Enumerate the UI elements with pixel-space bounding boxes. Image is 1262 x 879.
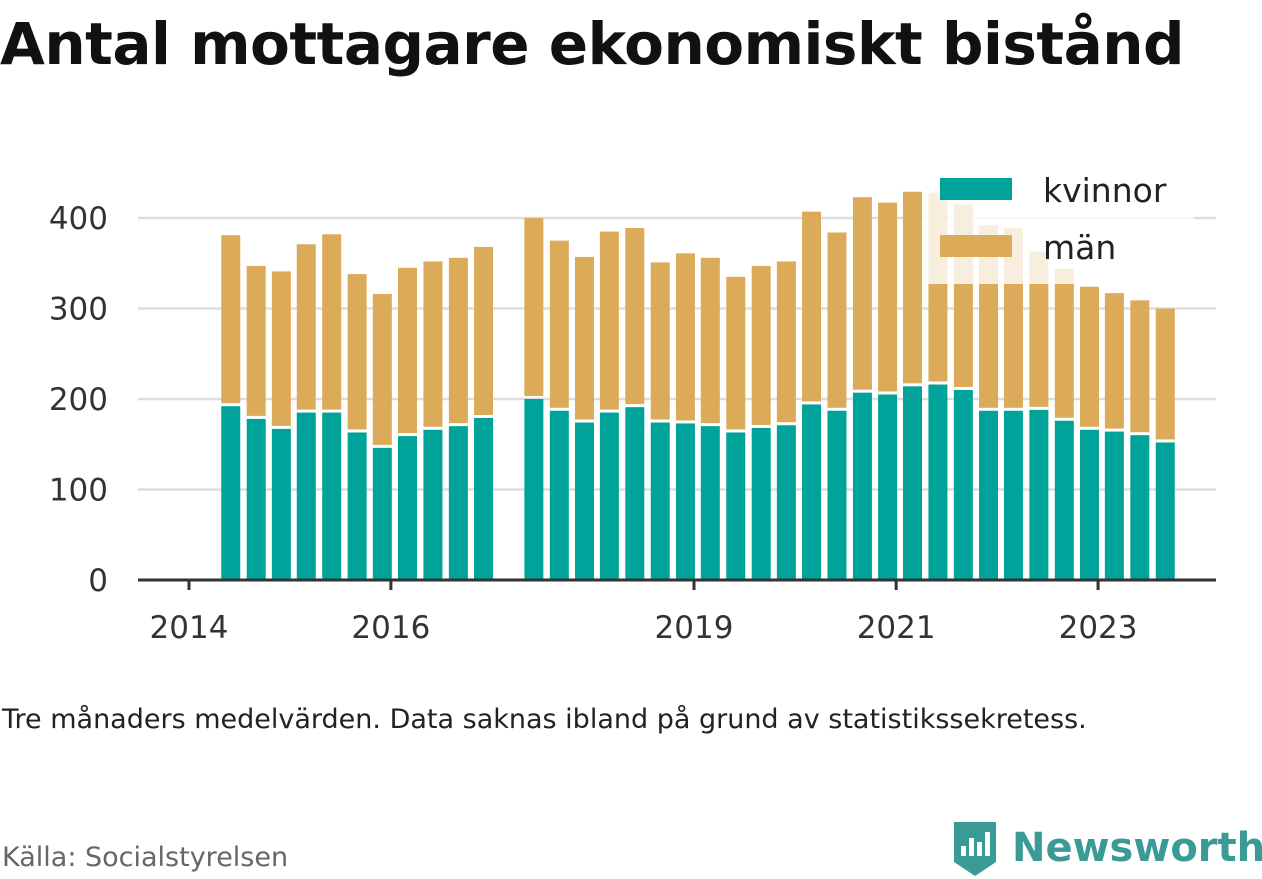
- legend-swatch-man: [940, 235, 1012, 257]
- bar-man: [347, 274, 367, 430]
- bar-man: [751, 265, 771, 425]
- bar-kvinnor: [878, 394, 898, 580]
- bar-man: [675, 253, 695, 421]
- bar-man: [271, 271, 291, 426]
- chart-caption: Tre månaders medelvärden. Data saknas ib…: [2, 704, 1087, 735]
- brand-name: Newsworthy: [1012, 825, 1262, 871]
- bar-kvinnor: [524, 399, 544, 580]
- bar-kvinnor: [827, 410, 847, 580]
- bar-kvinnor: [271, 428, 291, 580]
- bar-man: [878, 202, 898, 392]
- bar-kvinnor: [675, 423, 695, 580]
- x-axis: [138, 578, 1216, 590]
- bar-man: [852, 197, 872, 390]
- bar-man: [776, 261, 796, 423]
- source-label: Källa: Socialstyrelsen: [2, 842, 289, 873]
- bar-kvinnor: [979, 410, 999, 580]
- bar-man: [372, 294, 392, 445]
- bar-man: [700, 257, 720, 424]
- bar-man: [423, 261, 443, 427]
- bar-man: [1079, 286, 1099, 427]
- bar-kvinnor: [474, 418, 494, 580]
- bar-kvinnor: [953, 389, 973, 580]
- bar-kvinnor: [1155, 442, 1175, 580]
- x-tick-label: 2014: [150, 610, 229, 646]
- bar-man: [726, 276, 746, 430]
- bar-kvinnor: [1054, 420, 1074, 580]
- bar-kvinnor: [574, 422, 594, 580]
- bar-kvinnor: [1029, 409, 1049, 580]
- bar-man: [221, 235, 241, 404]
- bars: [221, 191, 1175, 580]
- bar-kvinnor: [902, 386, 922, 580]
- chart-title: Antal mottagare ekonomiskt bistånd: [0, 10, 1185, 78]
- y-tick-label: 100: [49, 473, 108, 509]
- bar-kvinnor: [397, 436, 417, 580]
- bar-kvinnor: [928, 384, 948, 580]
- bar-man: [1155, 308, 1175, 440]
- bar-kvinnor: [448, 426, 468, 580]
- y-tick-labels: 0 100 200 300 400: [49, 201, 108, 599]
- bar-kvinnor: [802, 404, 822, 580]
- bar-kvinnor: [1130, 435, 1150, 580]
- bar-man: [574, 256, 594, 420]
- x-tick-labels: 2014 2016 2019 2021 2023: [150, 610, 1138, 646]
- x-tick-label: 2023: [1059, 610, 1138, 646]
- bar-kvinnor: [776, 425, 796, 580]
- bar-kvinnor: [322, 412, 342, 580]
- bar-man: [246, 265, 266, 416]
- bar-man: [397, 267, 417, 434]
- bar-man: [625, 227, 645, 405]
- legend-label: kvinnor: [1043, 171, 1167, 210]
- bar-man: [650, 262, 670, 420]
- bar-kvinnor: [726, 432, 746, 580]
- bar-kvinnor: [625, 407, 645, 580]
- x-tick-label: 2021: [857, 610, 936, 646]
- newsworthy-bar-chart-icon: [954, 822, 996, 876]
- bar-kvinnor: [221, 406, 241, 580]
- bar-man: [1104, 293, 1124, 429]
- bar-man: [599, 231, 619, 410]
- legend-swatch-kvinnor: [940, 178, 1012, 200]
- bar-kvinnor: [423, 429, 443, 580]
- legend: kvinnor män: [922, 160, 1194, 284]
- bar-man: [296, 244, 316, 410]
- bar-man: [1029, 251, 1049, 407]
- bar-man: [448, 257, 468, 424]
- y-tick-label: 400: [49, 201, 108, 237]
- bar-kvinnor: [1003, 410, 1023, 580]
- newsworthy-logo[interactable]: Newsworthy: [950, 818, 1262, 878]
- bar-man: [802, 211, 822, 402]
- bar-man: [827, 232, 847, 408]
- bar-kvinnor: [1079, 429, 1099, 580]
- bar-man: [322, 234, 342, 410]
- legend-label: män: [1043, 228, 1116, 267]
- bar-kvinnor: [1104, 431, 1124, 580]
- bar-man: [1054, 268, 1074, 418]
- bar-kvinnor: [599, 412, 619, 580]
- x-tick-label: 2019: [655, 610, 734, 646]
- y-tick-label: 0: [88, 563, 108, 599]
- bar-kvinnor: [246, 418, 266, 580]
- bar-man: [902, 191, 922, 384]
- stacked-bar-chart: 0 100 200 300 400 2014 2016 2019 2021 2023 kvinn…: [48, 160, 1216, 646]
- bar-kvinnor: [751, 427, 771, 580]
- bar-kvinnor: [650, 422, 670, 580]
- x-tick-label: 2016: [351, 610, 430, 646]
- bar-kvinnor: [372, 447, 392, 580]
- bar-kvinnor: [296, 412, 316, 580]
- bar-kvinnor: [549, 410, 569, 580]
- bar-man: [1130, 300, 1150, 433]
- y-tick-label: 300: [49, 292, 108, 328]
- bar-kvinnor: [347, 432, 367, 580]
- bar-man: [474, 246, 494, 416]
- y-tick-label: 200: [49, 382, 108, 418]
- bar-man: [524, 218, 544, 396]
- bar-man: [549, 240, 569, 408]
- bar-kvinnor: [700, 426, 720, 580]
- bar-kvinnor: [852, 392, 872, 580]
